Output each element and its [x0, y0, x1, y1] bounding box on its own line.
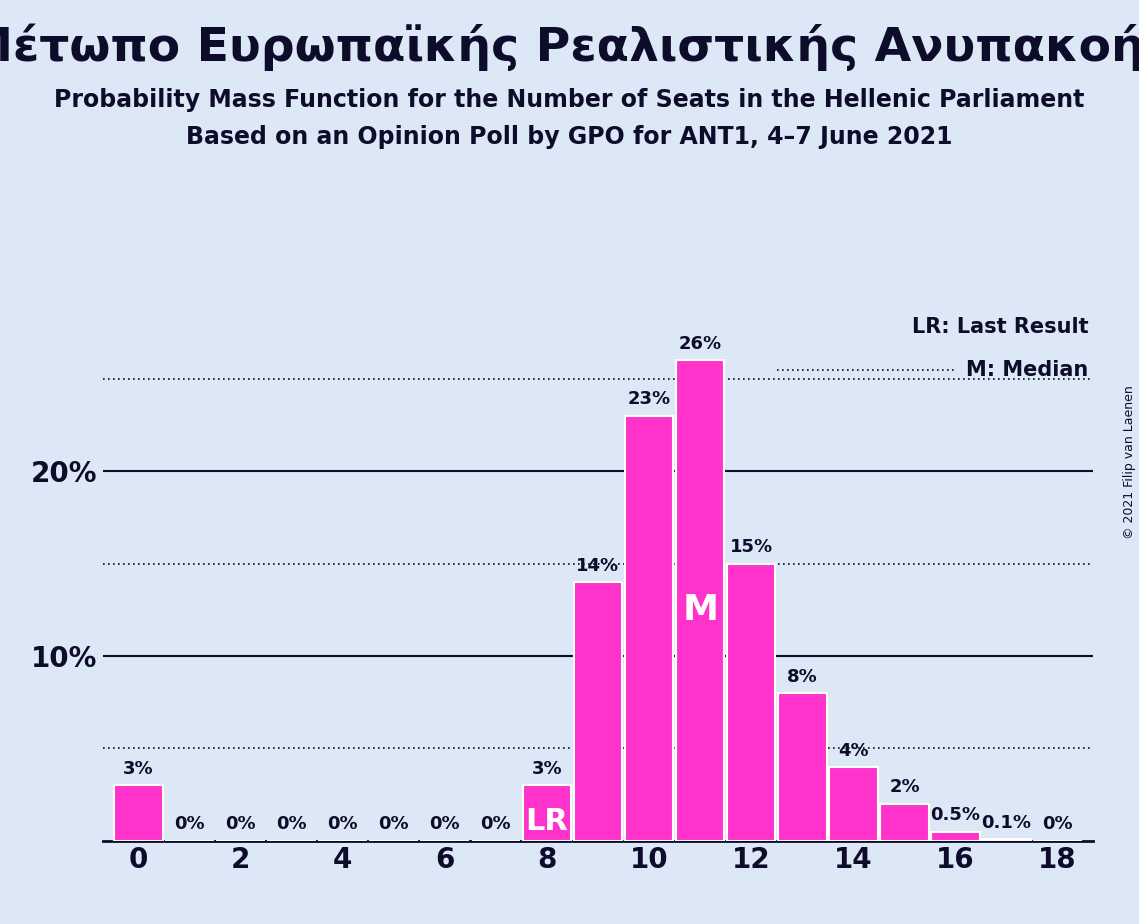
Text: 0%: 0%: [429, 816, 460, 833]
Text: 0%: 0%: [174, 816, 205, 833]
Text: M: Median: M: Median: [966, 359, 1089, 380]
Bar: [727, 564, 776, 841]
Text: LR: Last Result: LR: Last Result: [911, 317, 1089, 337]
Bar: [574, 582, 622, 841]
Bar: [932, 832, 980, 841]
Bar: [675, 360, 724, 841]
Text: 3%: 3%: [532, 760, 563, 778]
Bar: [523, 785, 571, 841]
Text: 15%: 15%: [730, 539, 772, 556]
Bar: [114, 785, 163, 841]
Bar: [982, 839, 1031, 841]
Text: LR: LR: [525, 807, 568, 836]
Text: © 2021 Filip van Laenen: © 2021 Filip van Laenen: [1123, 385, 1137, 539]
Text: 0%: 0%: [276, 816, 306, 833]
Text: M: M: [682, 593, 718, 627]
Bar: [625, 416, 673, 841]
Text: 26%: 26%: [679, 335, 722, 353]
Text: 23%: 23%: [628, 391, 671, 408]
Text: 0%: 0%: [1042, 816, 1073, 833]
Text: 0%: 0%: [378, 816, 409, 833]
Text: 2%: 2%: [890, 779, 920, 796]
Bar: [829, 767, 878, 841]
Text: 8%: 8%: [787, 668, 818, 686]
Bar: [778, 693, 827, 841]
Text: 4%: 4%: [838, 742, 869, 760]
Text: 0.1%: 0.1%: [982, 814, 1032, 832]
Text: Based on an Opinion Poll by GPO for ANT1, 4–7 June 2021: Based on an Opinion Poll by GPO for ANT1…: [187, 125, 952, 149]
Text: 0%: 0%: [226, 816, 256, 833]
Text: 3%: 3%: [123, 760, 154, 778]
Text: 0%: 0%: [481, 816, 511, 833]
Text: 0.5%: 0.5%: [931, 807, 981, 824]
Text: 0%: 0%: [327, 816, 358, 833]
Text: 14%: 14%: [576, 557, 620, 575]
Bar: [880, 804, 928, 841]
Text: Μέτωπο Ευρωπαϊκής Ρεαλιστικής Ανυπακοής: Μέτωπο Ευρωπαϊκής Ρεαλιστικής Ανυπακοής: [0, 23, 1139, 70]
Text: Probability Mass Function for the Number of Seats in the Hellenic Parliament: Probability Mass Function for the Number…: [55, 88, 1084, 112]
